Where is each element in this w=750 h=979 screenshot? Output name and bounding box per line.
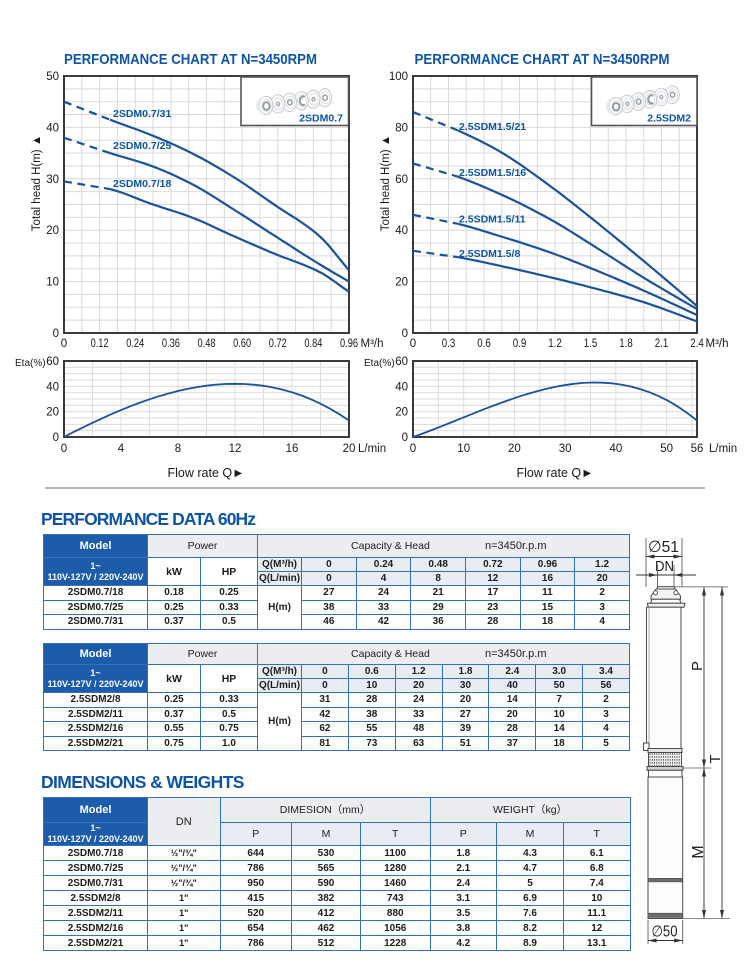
- svg-text:2SDM0.7: 2SDM0.7: [299, 113, 343, 125]
- svg-text:2SDM0.7/31: 2SDM0.7/31: [113, 108, 172, 120]
- svg-text:20: 20: [343, 443, 356, 455]
- svg-text:DN: DN: [655, 558, 674, 575]
- svg-text:30: 30: [559, 443, 572, 455]
- svg-text:2.4: 2.4: [690, 338, 704, 350]
- svg-text:2.5SDM1.5/8: 2.5SDM1.5/8: [459, 248, 520, 260]
- svg-text:PERFORMANCE CHART AT N=3450RPM: PERFORMANCE CHART AT N=3450RPM: [415, 51, 670, 68]
- svg-text:0: 0: [53, 328, 59, 340]
- svg-text:20: 20: [395, 277, 408, 289]
- svg-text:50: 50: [660, 443, 673, 455]
- svg-text:60: 60: [46, 356, 59, 368]
- svg-text:0.36: 0.36: [162, 338, 180, 350]
- svg-text:Eta(%): Eta(%): [364, 358, 395, 369]
- svg-text:0.9: 0.9: [513, 338, 527, 350]
- svg-text:0: 0: [402, 328, 408, 340]
- svg-text:M: M: [690, 845, 707, 858]
- svg-text:0: 0: [410, 443, 416, 455]
- svg-text:60: 60: [395, 174, 408, 186]
- svg-text:0.24: 0.24: [126, 338, 144, 350]
- svg-text:12: 12: [229, 443, 242, 455]
- svg-text:0.12: 0.12: [91, 338, 109, 350]
- svg-text:0: 0: [61, 338, 67, 350]
- svg-text:Eta(%): Eta(%): [15, 358, 46, 369]
- svg-text:1.5: 1.5: [584, 338, 598, 350]
- svg-text:20: 20: [395, 407, 408, 419]
- svg-text:∅50: ∅50: [652, 924, 678, 941]
- svg-text:0: 0: [53, 432, 59, 444]
- svg-text:30: 30: [46, 174, 59, 186]
- svg-text:2SDM0.7/18: 2SDM0.7/18: [113, 178, 172, 190]
- svg-text:0: 0: [61, 443, 67, 455]
- svg-text:Total head H(m) ▲: Total head H(m) ▲: [380, 135, 392, 231]
- svg-text:PERFORMANCE CHART AT N=3450RPM: PERFORMANCE CHART AT N=3450RPM: [64, 51, 317, 68]
- svg-text:Total head H(m) ▲: Total head H(m) ▲: [31, 135, 43, 231]
- svg-text:0.6: 0.6: [477, 338, 491, 350]
- svg-text:2.5SDM1.5/21: 2.5SDM1.5/21: [459, 121, 526, 133]
- svg-text:60: 60: [395, 356, 408, 368]
- svg-text:2.5SDM2: 2.5SDM2: [647, 113, 691, 125]
- svg-text:Flow rate Q►: Flow rate Q►: [168, 466, 245, 480]
- svg-text:20: 20: [46, 407, 59, 419]
- svg-text:20: 20: [508, 443, 521, 455]
- svg-text:2.1: 2.1: [655, 338, 669, 350]
- svg-text:M³/h: M³/h: [361, 338, 384, 350]
- svg-text:2.5SDM1.5/16: 2.5SDM1.5/16: [459, 167, 526, 179]
- svg-text:0: 0: [410, 338, 416, 350]
- svg-text:0: 0: [402, 432, 408, 444]
- svg-text:L/min: L/min: [709, 443, 737, 455]
- svg-text:0.84: 0.84: [304, 338, 322, 350]
- svg-text:P: P: [689, 661, 706, 671]
- svg-text:80: 80: [395, 122, 408, 134]
- svg-text:0.3: 0.3: [442, 338, 456, 350]
- svg-text:0.96: 0.96: [340, 338, 358, 350]
- svg-text:8: 8: [175, 443, 181, 455]
- svg-text:4: 4: [118, 443, 125, 455]
- svg-text:2.5SDM1.5/11: 2.5SDM1.5/11: [459, 214, 526, 226]
- svg-text:40: 40: [46, 381, 59, 393]
- svg-text:0.48: 0.48: [198, 338, 216, 350]
- svg-text:M³/h: M³/h: [706, 338, 729, 350]
- svg-text:Flow rate Q►: Flow rate Q►: [517, 466, 594, 480]
- svg-text:T: T: [707, 754, 724, 763]
- svg-text:10: 10: [457, 443, 470, 455]
- svg-text:56: 56: [691, 443, 704, 455]
- svg-text:40: 40: [46, 122, 59, 134]
- svg-text:0.72: 0.72: [269, 338, 287, 350]
- svg-text:20: 20: [46, 225, 59, 237]
- svg-text:2SDM0.7/25: 2SDM0.7/25: [113, 140, 172, 152]
- svg-text:1.8: 1.8: [619, 338, 633, 350]
- svg-text:0.60: 0.60: [233, 338, 251, 350]
- svg-text:10: 10: [46, 277, 59, 289]
- svg-text:100: 100: [389, 71, 408, 83]
- svg-text:16: 16: [286, 443, 299, 455]
- svg-text:40: 40: [395, 381, 408, 393]
- svg-text:∅51: ∅51: [648, 539, 679, 556]
- svg-text:L/min: L/min: [358, 443, 386, 455]
- svg-text:50: 50: [46, 71, 59, 83]
- svg-text:1.2: 1.2: [548, 338, 562, 350]
- svg-text:40: 40: [395, 225, 408, 237]
- svg-text:40: 40: [610, 443, 623, 455]
